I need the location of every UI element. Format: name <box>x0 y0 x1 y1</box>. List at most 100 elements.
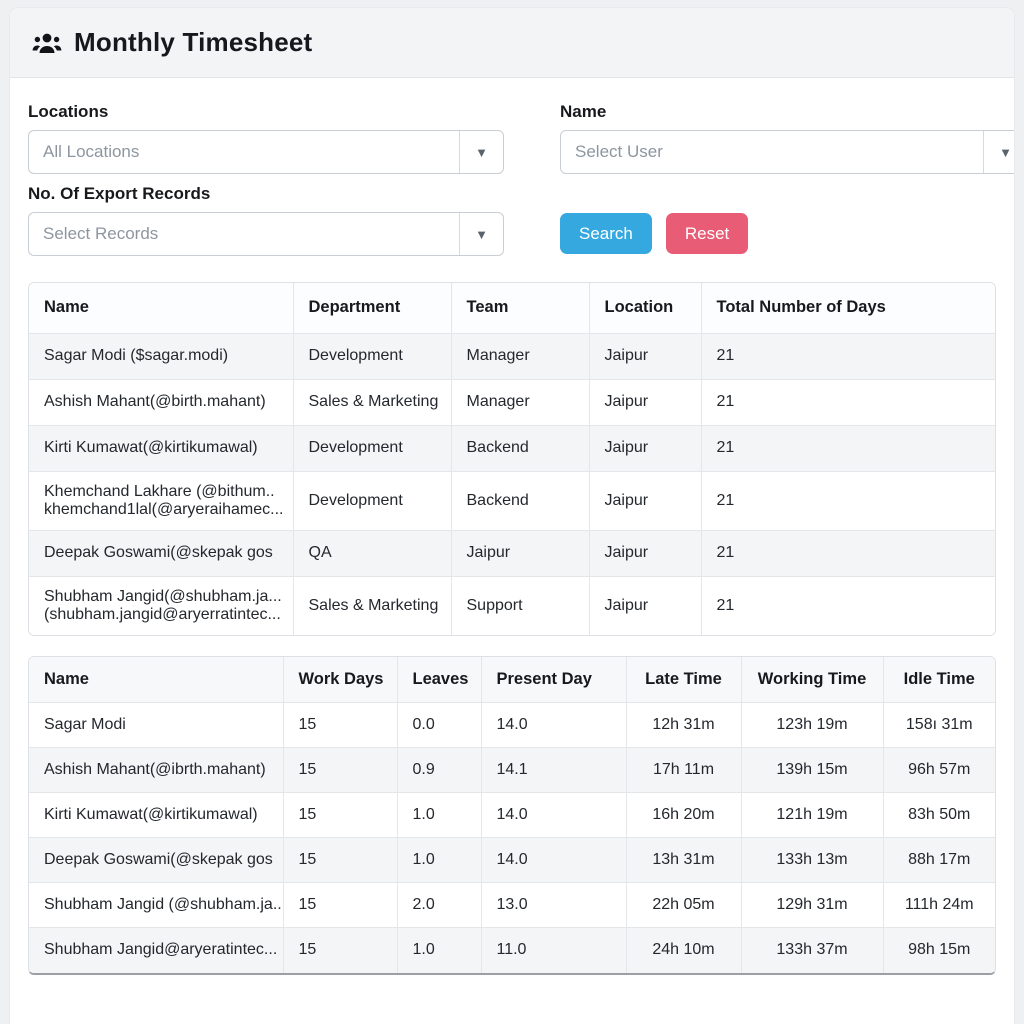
table-row[interactable]: Ashish Mahant(@birth.mahant) Sales & Mar… <box>29 379 995 426</box>
cell-location: Jaipur <box>589 425 702 472</box>
cell-work-days: 15 <box>283 747 398 793</box>
user-select-value: Select User <box>575 142 663 161</box>
table-row[interactable]: Ashish Mahant(@ibrth.mahant) 15 0.9 14.1… <box>29 747 995 793</box>
cell-name: Ashish Mahant(@birth.mahant) <box>29 379 294 426</box>
cell-idle-time: 96h 57m <box>883 747 995 793</box>
col-header-leaves: Leaves <box>397 656 482 703</box>
col-header-working-time: Working Time <box>741 656 884 703</box>
cell-leaves: 0.0 <box>397 702 482 748</box>
col-header-late-time: Late Time <box>626 656 742 703</box>
cell-present-day: 14.1 <box>481 747 627 793</box>
cell-work-days: 15 <box>283 882 398 928</box>
page-header: Monthly Timesheet <box>10 8 1014 78</box>
cell-location: Jaipur <box>589 379 702 426</box>
table-row[interactable]: Khemchand Lakhare (@bithum.. khemchand1la… <box>29 471 995 531</box>
cell-total-days: 21 <box>701 379 995 426</box>
monthly-timesheet-page: Monthly Timesheet Locations All Location… <box>10 8 1014 1024</box>
cell-name: Shubham Jangid(@shubham.ja... (shubham.ja… <box>29 576 294 635</box>
cell-total-days: 21 <box>701 425 995 472</box>
cell-department: Development <box>293 471 452 531</box>
cell-idle-time: 88h 17m <box>883 837 995 883</box>
cell-total-days: 21 <box>701 333 995 380</box>
locations-select[interactable]: All Locations ▼ <box>28 130 504 174</box>
cell-name: Shubham Jangid (@shubham.ja... <box>29 882 284 928</box>
records-select-value: Select Records <box>43 224 159 243</box>
locations-select-value: All Locations <box>43 142 140 161</box>
cell-location: Jaipur <box>589 576 702 635</box>
user-select[interactable]: Select User ▼ <box>560 130 1014 174</box>
cell-working-time: 129h 31m <box>741 882 884 928</box>
cell-name: Ashish Mahant(@ibrth.mahant) <box>29 747 284 793</box>
cell-name: Khemchand Lakhare (@bithum.. khemchand1la… <box>29 471 294 531</box>
cell-present-day: 14.0 <box>481 702 627 748</box>
chevron-down-icon[interactable]: ▼ <box>983 131 1014 173</box>
cell-total-days: 21 <box>701 576 995 635</box>
table-row[interactable]: Sagar Modi ($sagar.modi) Development Man… <box>29 333 995 380</box>
col-header-work-days: Work Days <box>283 656 398 703</box>
cell-leaves: 0.9 <box>397 747 482 793</box>
cell-department: Development <box>293 425 452 472</box>
col-header-team: Team <box>451 283 590 334</box>
cell-team: Support <box>451 576 590 635</box>
cell-late-time: 17h 11m <box>626 747 742 793</box>
table-row[interactable]: Kirti Kumawat(@kirtikumawal) Development… <box>29 425 995 472</box>
summary-header-row: Name Department Team Location Total Numb… <box>29 283 995 334</box>
cell-team: Manager <box>451 333 590 380</box>
summary-table: Name Department Team Location Total Numb… <box>29 283 995 635</box>
cell-work-days: 15 <box>283 927 398 973</box>
cell-name: Sagar Modi <box>29 702 284 748</box>
cell-leaves: 1.0 <box>397 927 482 973</box>
cell-leaves: 1.0 <box>397 792 482 838</box>
users-icon <box>32 31 62 55</box>
detail-table: Name Work Days Leaves Present Day Late T… <box>29 656 995 973</box>
cell-department: Development <box>293 333 452 380</box>
table-row[interactable]: Shubham Jangid(@shubham.ja... (shubham.ja… <box>29 576 995 635</box>
cell-idle-time: 111h 24m <box>883 882 995 928</box>
cell-location: Jaipur <box>589 333 702 380</box>
cell-name: Deepak Goswami(@skepak gos <box>29 837 284 883</box>
col-header-idle-time: Idle Time <box>883 656 995 703</box>
chevron-down-icon[interactable]: ▼ <box>459 131 503 173</box>
cell-working-time: 133h 13m <box>741 837 884 883</box>
table-row[interactable]: Kirti Kumawat(@kirtikumawal) 15 1.0 14.0… <box>29 792 995 838</box>
cell-working-time: 123h 19m <box>741 702 884 748</box>
table-row[interactable]: Deepak Goswami(@skepak gos 15 1.0 14.0 1… <box>29 837 995 883</box>
col-header-department: Department <box>293 283 452 334</box>
cell-work-days: 15 <box>283 792 398 838</box>
reset-button[interactable]: Reset <box>665 213 749 254</box>
search-button[interactable]: Search <box>560 213 652 254</box>
cell-name: Shubham Jangid@aryeratintec... <box>29 927 284 973</box>
summary-table-container: Name Department Team Location Total Numb… <box>28 282 996 636</box>
cell-present-day: 14.0 <box>481 837 627 883</box>
table-row[interactable]: Shubham Jangid@aryeratintec... 15 1.0 11… <box>29 927 995 973</box>
col-header-name: Name <box>29 656 284 703</box>
table-row[interactable]: Deepak Goswami(@skepak gos QA Jaipur Jai… <box>29 530 995 577</box>
table-row[interactable]: Shubham Jangid (@shubham.ja... 15 2.0 13… <box>29 882 995 928</box>
col-header-total-days: Total Number of Days <box>701 283 995 334</box>
cell-leaves: 2.0 <box>397 882 482 928</box>
cell-late-time: 12h 31m <box>626 702 742 748</box>
table-row[interactable]: Sagar Modi 15 0.0 14.0 12h 31m 123h 19m … <box>29 702 995 748</box>
cell-leaves: 1.0 <box>397 837 482 883</box>
cell-late-time: 13h 31m <box>626 837 742 883</box>
col-header-present-day: Present Day <box>481 656 627 703</box>
cell-department: Sales & Marketing <box>293 379 452 426</box>
cell-idle-time: 83h 50m <box>883 792 995 838</box>
filters-panel: Locations All Locations ▼ Name Select Us… <box>10 78 1014 266</box>
chevron-down-icon[interactable]: ▼ <box>459 213 503 255</box>
cell-team: Backend <box>451 471 590 531</box>
cell-working-time: 133h 37m <box>741 927 884 973</box>
cell-team: Jaipur <box>451 530 590 577</box>
cell-location: Jaipur <box>589 530 702 577</box>
cell-working-time: 121h 19m <box>741 792 884 838</box>
cell-team: Backend <box>451 425 590 472</box>
records-select[interactable]: Select Records ▼ <box>28 212 504 256</box>
cell-team: Manager <box>451 379 590 426</box>
detail-table-container: Name Work Days Leaves Present Day Late T… <box>28 655 996 975</box>
cell-department: QA <box>293 530 452 577</box>
cell-work-days: 15 <box>283 837 398 883</box>
cell-present-day: 11.0 <box>481 927 627 973</box>
cell-late-time: 16h 20m <box>626 792 742 838</box>
name-label: Name <box>560 102 607 121</box>
detail-header-row: Name Work Days Leaves Present Day Late T… <box>29 656 995 703</box>
